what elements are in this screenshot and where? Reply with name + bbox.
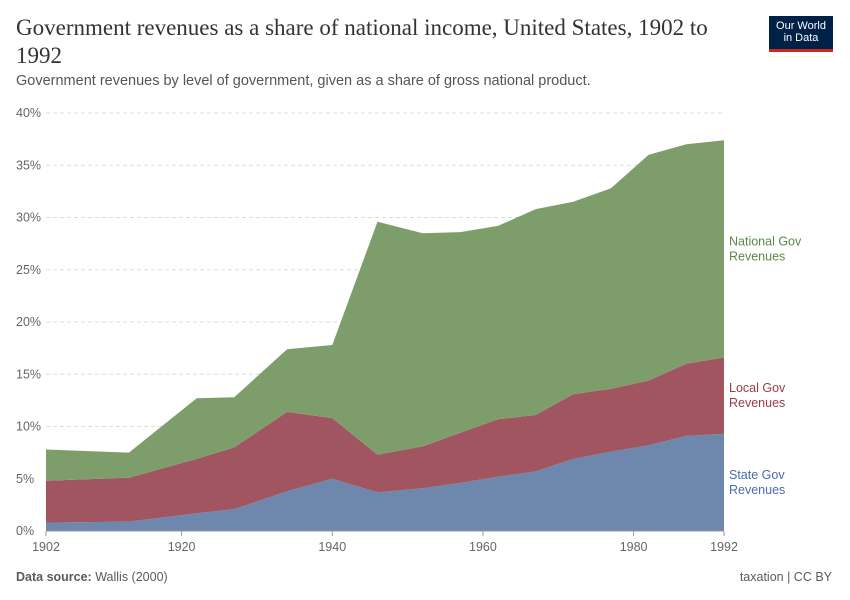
data-source-value: Wallis (2000) [95, 570, 168, 584]
y-tick-label: 15% [16, 367, 41, 381]
area-state-gov-revenues [46, 433, 724, 531]
data-source-label: Data source: [16, 570, 92, 584]
chart-subtitle: Government revenues by level of governme… [16, 73, 591, 89]
owid-logo[interactable]: Our World in Data [769, 16, 833, 52]
y-tick-label: 30% [16, 211, 41, 225]
area-local-gov-revenues [46, 357, 724, 523]
logo-line-1: Our World [776, 20, 826, 32]
y-tick-label: 35% [16, 158, 41, 172]
chart-title: Government revenues as a share of nation… [16, 15, 708, 68]
y-tick-label: 20% [16, 315, 41, 329]
y-tick-label: 5% [16, 472, 34, 486]
y-tick-label: 10% [16, 420, 41, 434]
series-label: State Gov [729, 468, 785, 482]
y-tick-label: 25% [16, 263, 41, 277]
y-tick-label: 40% [16, 106, 41, 120]
data-source: Data source: Wallis (2000) [16, 570, 168, 584]
x-tick-label: 1940 [318, 540, 346, 554]
x-tick-label: 1960 [469, 540, 497, 554]
area-national-gov-revenues [46, 140, 724, 481]
series-label: Revenues [729, 396, 785, 410]
x-tick-label: 1992 [710, 540, 738, 554]
x-tick-label: 1920 [168, 540, 196, 554]
x-tick-label: 1980 [620, 540, 648, 554]
series-label: Revenues [729, 249, 785, 263]
series-label: Revenues [729, 483, 785, 497]
license-note[interactable]: taxation | CC BY [739, 570, 832, 584]
series-label: Local Gov [729, 381, 786, 395]
x-tick-label: 1902 [32, 540, 60, 554]
logo-line-2: in Data [783, 32, 819, 44]
y-tick-label: 0% [16, 524, 34, 538]
series-label: National Gov [729, 234, 802, 248]
